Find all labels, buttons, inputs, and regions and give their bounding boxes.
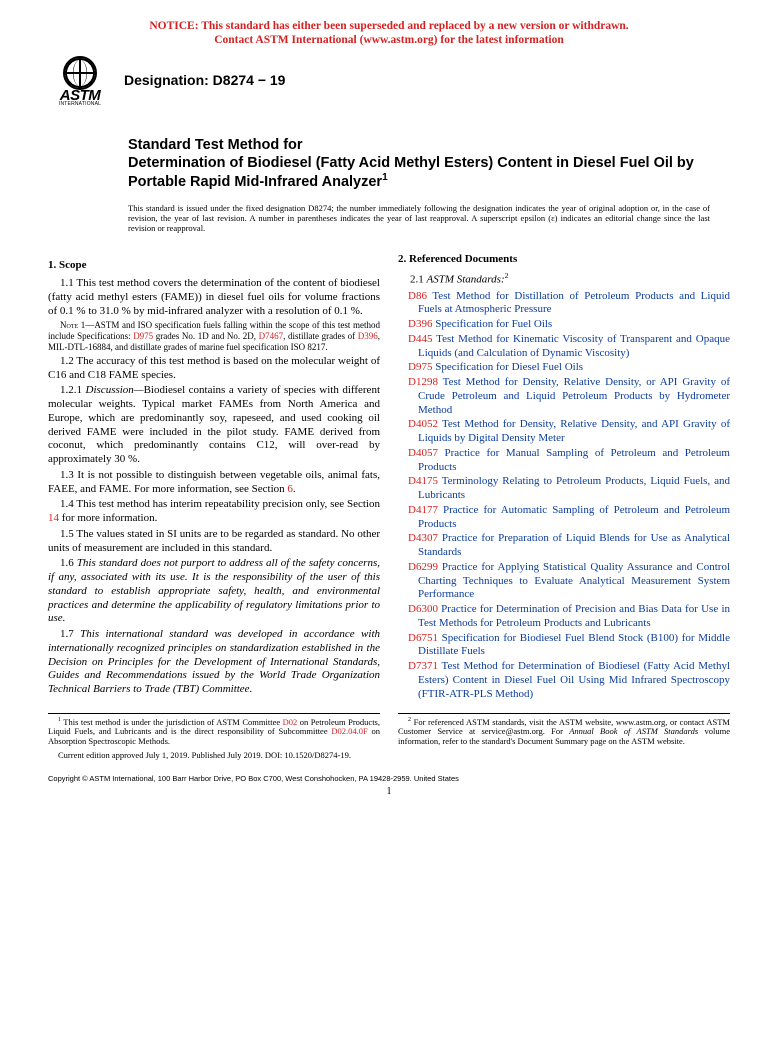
ref-item: D7371 Test Method for Determination of B…: [398, 660, 730, 701]
ref-text-link[interactable]: Test Method for Kinematic Viscosity of T…: [418, 333, 730, 359]
ref-text-link[interactable]: Specification for Biodiesel Fuel Blend S…: [418, 632, 730, 658]
ref-text-link[interactable]: Test Method for Distillation of Petroleu…: [418, 290, 730, 316]
ref-item: D4307 Practice for Preparation of Liquid…: [398, 532, 730, 560]
refs-sub: 2.1 ASTM Standards:2: [398, 271, 730, 287]
ref-text-link[interactable]: Practice for Determination of Precision …: [418, 603, 730, 629]
ref-item: D6751 Specification for Biodiesel Fuel B…: [398, 632, 730, 660]
ref-item: D6299 Practice for Applying Statistical …: [398, 561, 730, 602]
link-d975[interactable]: D975: [133, 331, 153, 341]
refs-list: D86 Test Method for Distillation of Petr…: [398, 290, 730, 702]
scope-1-1: 1.1 This test method covers the determin…: [48, 277, 380, 318]
body-columns: 1. Scope 1.1 This test method covers the…: [48, 253, 730, 702]
ref-code-link[interactable]: D4307: [408, 532, 438, 544]
ref-item: D975 Specification for Diesel Fuel Oils: [398, 361, 730, 375]
ref-code-link[interactable]: D4175: [408, 475, 438, 487]
ref-text-link[interactable]: Specification for Fuel Oils: [432, 318, 552, 330]
link-d7467[interactable]: D7467: [259, 331, 284, 341]
ref-code-link[interactable]: D4057: [408, 447, 438, 459]
ref-code-link[interactable]: D6299: [408, 561, 438, 573]
ref-text-link[interactable]: Test Method for Determination of Biodies…: [418, 660, 730, 700]
scope-1-6: 1.6 This standard does not purport to ad…: [48, 557, 380, 626]
designation: Designation: D8274 − 19: [124, 72, 285, 90]
ref-code-link[interactable]: D396: [408, 318, 432, 330]
scope-1-2-1: 1.2.1 Discussion—Biodiesel contains a va…: [48, 384, 380, 467]
ref-text-link[interactable]: Test Method for Density, Relative Densit…: [418, 376, 730, 416]
header-row: ASTM INTERNATIONAL Designation: D8274 − …: [48, 56, 730, 106]
footnote-1b: Current edition approved July 1, 2019. P…: [48, 751, 380, 761]
ref-text-link[interactable]: Practice for Applying Statistical Qualit…: [418, 561, 730, 601]
ref-item: D86 Test Method for Distillation of Petr…: [398, 290, 730, 318]
ref-item: D4052 Test Method for Density, Relative …: [398, 418, 730, 446]
issuance-note: This standard is issued under the fixed …: [128, 203, 710, 234]
ref-code-link[interactable]: D975: [408, 361, 432, 373]
scope-1-4: 1.4 This test method has interim repeata…: [48, 498, 380, 526]
scope-1-5: 1.5 The values stated in SI units are to…: [48, 528, 380, 556]
ref-item: D396 Specification for Fuel Oils: [398, 318, 730, 332]
supersession-notice: NOTICE: This standard has either been su…: [48, 20, 730, 48]
ref-code-link[interactable]: D7371: [408, 660, 438, 672]
scope-1-3: 1.3 It is not possible to distinguish be…: [48, 469, 380, 497]
ref-item: D6300 Practice for Determination of Prec…: [398, 603, 730, 631]
footnote-2: 2 For referenced ASTM standards, visit t…: [398, 713, 730, 747]
ref-item: D4175 Terminology Relating to Petroleum …: [398, 475, 730, 503]
note-1: Note 1—ASTM and ISO specification fuels …: [48, 320, 380, 352]
ref-code-link[interactable]: D445: [408, 333, 432, 345]
ref-code-link[interactable]: D1298: [408, 376, 438, 388]
link-d396[interactable]: D396: [358, 331, 378, 341]
footnotes: 1 This test method is under the jurisdic…: [48, 713, 730, 761]
astm-logo: ASTM INTERNATIONAL: [48, 56, 112, 106]
refs-heading: 2. Referenced Documents: [398, 253, 730, 267]
ref-code-link[interactable]: D6300: [408, 603, 438, 615]
logo-brand: ASTM: [48, 91, 112, 102]
ref-code-link[interactable]: D4052: [408, 418, 438, 430]
scope-heading: 1. Scope: [48, 259, 380, 273]
title-line2: Determination of Biodiesel (Fatty Acid M…: [128, 154, 710, 191]
ref-code-link[interactable]: D6751: [408, 632, 438, 644]
page-number: 1: [48, 786, 730, 799]
ref-item: D4057 Practice for Manual Sampling of Pe…: [398, 447, 730, 475]
ref-item: D4177 Practice for Automatic Sampling of…: [398, 504, 730, 532]
ref-item: D1298 Test Method for Density, Relative …: [398, 376, 730, 417]
scope-1-2: 1.2 The accuracy of this test method is …: [48, 355, 380, 383]
scope-1-7: 1.7 This international standard was deve…: [48, 628, 380, 697]
ref-text-link[interactable]: Terminology Relating to Petroleum Produc…: [418, 475, 730, 501]
title-line1: Standard Test Method for: [128, 136, 710, 154]
ref-text-link[interactable]: Test Method for Density, Relative Densit…: [418, 418, 730, 444]
ref-text-link[interactable]: Practice for Manual Sampling of Petroleu…: [418, 447, 730, 473]
title-block: Standard Test Method for Determination o…: [128, 136, 710, 191]
ref-item: D445 Test Method for Kinematic Viscosity…: [398, 333, 730, 361]
logo-sub: INTERNATIONAL: [48, 101, 112, 107]
footnote-1: 1 This test method is under the jurisdic…: [48, 713, 380, 747]
globe-icon: [63, 56, 97, 90]
ref-text-link[interactable]: Practice for Preparation of Liquid Blend…: [418, 532, 730, 558]
ref-code-link[interactable]: D86: [408, 290, 427, 302]
link-section-14[interactable]: 14: [48, 512, 59, 524]
ref-text-link[interactable]: Practice for Automatic Sampling of Petro…: [418, 504, 730, 530]
link-d02[interactable]: D02: [283, 716, 298, 726]
ref-code-link[interactable]: D4177: [408, 504, 438, 516]
ref-text-link[interactable]: Specification for Diesel Fuel Oils: [432, 361, 583, 373]
link-d02-04-0f[interactable]: D02.04.0F: [331, 726, 367, 736]
copyright: Copyright © ASTM International, 100 Barr…: [48, 774, 730, 783]
